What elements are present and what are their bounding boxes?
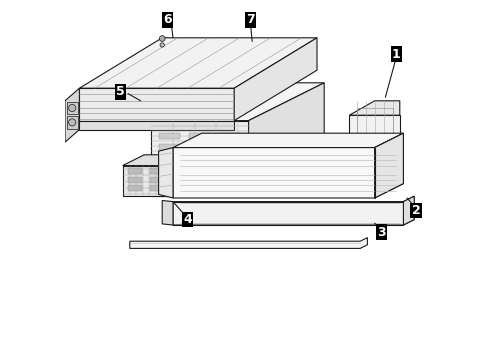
Circle shape [159,36,165,41]
Bar [128,168,143,174]
Polygon shape [248,83,324,196]
Text: 6: 6 [163,13,172,26]
Polygon shape [162,201,173,225]
Bar [159,133,180,139]
Bar [67,116,77,129]
Text: 1: 1 [392,48,401,60]
Polygon shape [65,88,79,142]
Bar [128,177,143,183]
Text: 5: 5 [117,85,125,98]
Bar [220,176,242,183]
Bar [189,165,211,172]
Polygon shape [79,88,234,121]
Bar [67,102,77,114]
Bar [149,185,164,191]
Text: 2: 2 [412,204,420,217]
Bar [189,144,211,150]
Polygon shape [173,133,403,198]
Polygon shape [173,133,403,148]
Polygon shape [79,38,317,88]
Bar [128,185,143,191]
Polygon shape [374,133,403,198]
Text: 3: 3 [377,226,386,239]
Text: 7: 7 [246,13,255,26]
Polygon shape [122,155,191,166]
Bar [189,187,211,193]
Bar [189,176,211,183]
Bar [159,165,180,172]
Bar [159,187,180,193]
Polygon shape [130,238,368,248]
Bar [220,144,242,150]
Bar [149,168,164,174]
Bar [189,154,211,161]
Polygon shape [151,83,324,121]
Polygon shape [151,121,248,196]
Polygon shape [403,196,414,225]
Bar [149,177,164,183]
Bar [159,154,180,161]
Text: 4: 4 [183,213,192,226]
Circle shape [160,43,164,47]
Polygon shape [122,166,170,196]
Polygon shape [349,101,400,115]
Polygon shape [234,38,317,121]
Circle shape [69,104,76,112]
Bar [189,133,211,139]
Polygon shape [173,196,414,225]
Bar [220,154,242,161]
Bar [220,165,242,172]
Bar [159,144,180,150]
Bar [220,133,242,139]
Polygon shape [159,148,173,198]
Circle shape [69,119,76,126]
Bar [159,176,180,183]
Polygon shape [79,121,234,130]
Polygon shape [349,115,400,146]
Bar [220,187,242,193]
